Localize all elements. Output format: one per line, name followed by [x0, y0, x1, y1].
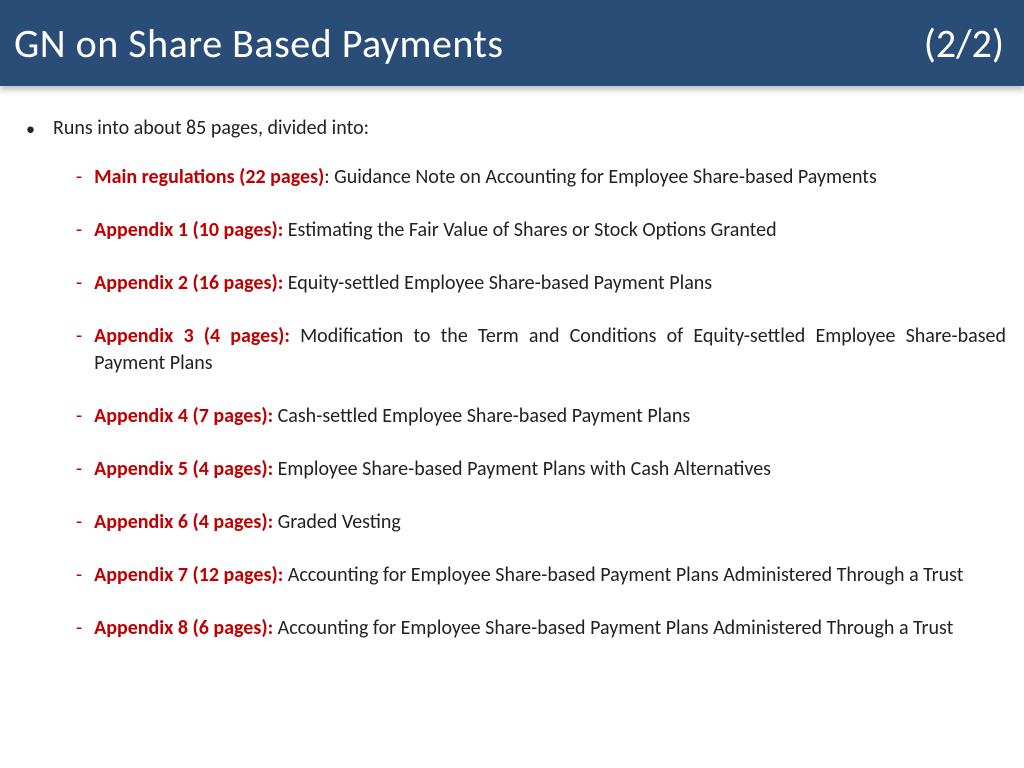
list-item-label: Appendix 8 (6 pages): [94, 616, 273, 640]
slide-title: GN on Share Based Payments [14, 19, 504, 68]
list-item-body: Appendix 3 (4 pages): Modification to th… [94, 323, 1006, 377]
list-item-body: Appendix 2 (16 pages): Equity-settled Em… [94, 270, 1006, 297]
slide-body: • Runs into about 85 pages, divided into… [0, 86, 1024, 642]
list-item-desc: : Guidance Note on Accounting for Employ… [324, 165, 877, 189]
list-item-label: Main regulations (22 pages) [94, 165, 324, 189]
dash-icon: - [76, 217, 82, 244]
list-item-body: Main regulations (22 pages): Guidance No… [94, 164, 1006, 191]
dash-icon: - [76, 164, 82, 191]
list-item: -Main regulations (22 pages): Guidance N… [76, 164, 1006, 191]
list-item-label: Appendix 3 (4 pages): [94, 324, 290, 348]
bullet-icon: • [26, 116, 35, 142]
dash-icon: - [76, 509, 82, 536]
dash-icon: - [76, 456, 82, 483]
list-item-body: Appendix 6 (4 pages): Graded Vesting [94, 509, 1006, 536]
intro-text: Runs into about 85 pages, divided into: [53, 116, 369, 142]
list-item: -Appendix 4 (7 pages): Cash-settled Empl… [76, 403, 1006, 430]
list-item-desc: Graded Vesting [273, 510, 401, 534]
list-item-body: Appendix 4 (7 pages): Cash-settled Emplo… [94, 403, 1006, 430]
list-item-desc: Estimating the Fair Value of Shares or S… [283, 218, 776, 242]
list-item-desc: Accounting for Employee Share-based Paym… [283, 563, 963, 587]
list-item-body: Appendix 7 (12 pages): Accounting for Em… [94, 562, 1006, 589]
list-item: -Appendix 8 (6 pages): Accounting for Em… [76, 615, 1006, 642]
list-item-label: Appendix 1 (10 pages): [94, 218, 283, 242]
list-item: -Appendix 7 (12 pages): Accounting for E… [76, 562, 1006, 589]
dash-icon: - [76, 323, 82, 377]
list-item-body: Appendix 5 (4 pages): Employee Share-bas… [94, 456, 1006, 483]
dash-icon: - [76, 403, 82, 430]
list-item-label: Appendix 2 (16 pages): [94, 271, 283, 295]
slide-header: GN on Share Based Payments (2/2) [0, 0, 1024, 86]
list-item: -Appendix 2 (16 pages): Equity-settled E… [76, 270, 1006, 297]
list-item-desc: Equity-settled Employee Share-based Paym… [283, 271, 712, 295]
dash-icon: - [76, 270, 82, 297]
list-item-label: Appendix 5 (4 pages): [94, 457, 273, 481]
dash-icon: - [76, 615, 82, 642]
list-item: -Appendix 6 (4 pages): Graded Vesting [76, 509, 1006, 536]
list-item-desc: Cash-settled Employee Share-based Paymen… [273, 404, 690, 428]
list-item-label: Appendix 6 (4 pages): [94, 510, 273, 534]
list-item-desc: Accounting for Employee Share-based Paym… [273, 616, 953, 640]
intro-bullet: • Runs into about 85 pages, divided into… [26, 116, 1006, 142]
slide-page-number: (2/2) [924, 19, 1004, 68]
list-item: -Appendix 1 (10 pages): Estimating the F… [76, 217, 1006, 244]
list-item: -Appendix 3 (4 pages): Modification to t… [76, 323, 1006, 377]
sub-bullet-list: -Main regulations (22 pages): Guidance N… [76, 164, 1006, 642]
list-item-body: Appendix 8 (6 pages): Accounting for Emp… [94, 615, 1006, 642]
list-item-body: Appendix 1 (10 pages): Estimating the Fa… [94, 217, 1006, 244]
list-item-label: Appendix 4 (7 pages): [94, 404, 273, 428]
dash-icon: - [76, 562, 82, 589]
list-item-label: Appendix 7 (12 pages): [94, 563, 283, 587]
list-item-desc: Employee Share-based Payment Plans with … [273, 457, 771, 481]
list-item: -Appendix 5 (4 pages): Employee Share-ba… [76, 456, 1006, 483]
